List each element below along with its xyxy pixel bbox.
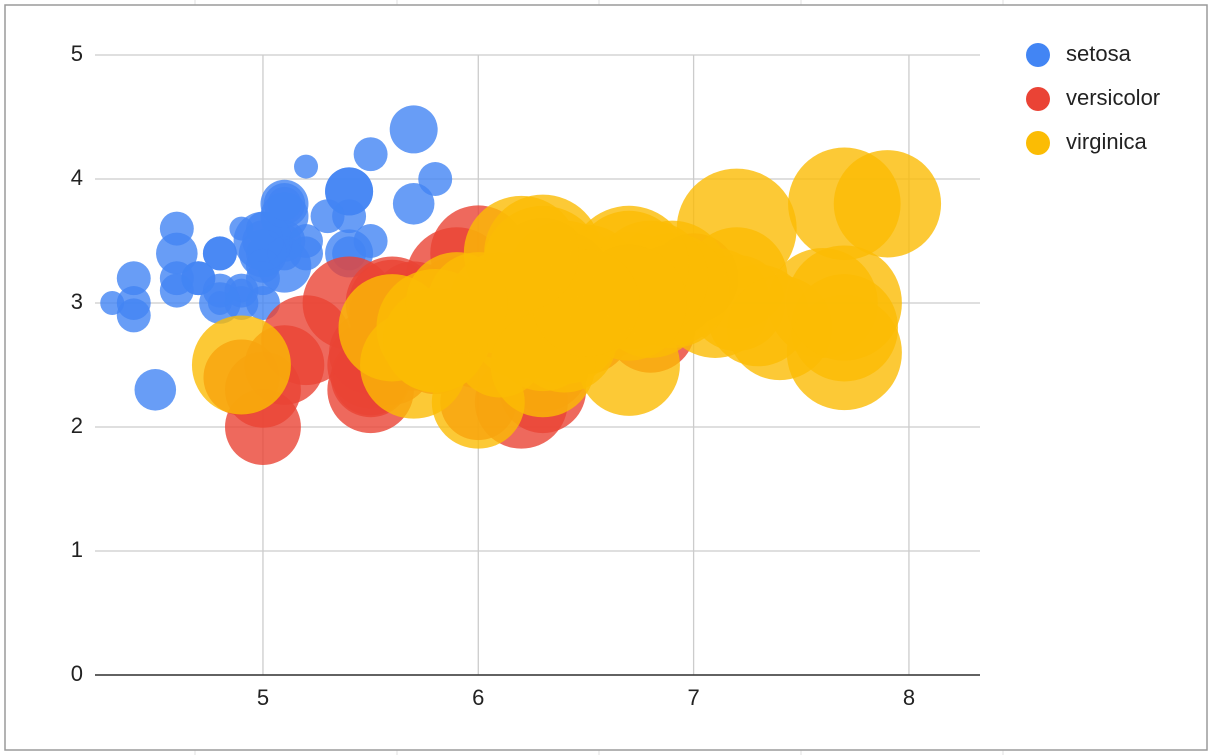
y-tick-label: 0 [71, 661, 83, 686]
bubble [116, 286, 151, 320]
bubble [353, 137, 388, 172]
bubble [418, 162, 453, 196]
x-tick-label: 6 [472, 685, 484, 710]
bubble [833, 150, 942, 258]
legend-label: virginica [1066, 129, 1147, 154]
bubble [389, 105, 438, 154]
bubble [199, 282, 241, 324]
sheet-grid [194, 0, 1004, 755]
y-tick-label: 2 [71, 413, 83, 438]
x-tick-label: 8 [903, 685, 915, 710]
bubble [294, 154, 319, 179]
y-tick-label: 5 [71, 41, 83, 66]
bubble [245, 248, 280, 283]
legend-swatch [1026, 131, 1050, 155]
y-tick-label: 4 [71, 165, 83, 190]
bubble [353, 224, 388, 258]
legend-label: setosa [1066, 41, 1132, 66]
bubble [134, 369, 177, 411]
bubble [156, 232, 198, 275]
bubble [116, 261, 151, 296]
bubble [267, 186, 302, 221]
bubble [159, 211, 194, 246]
y-tick-label: 3 [71, 289, 83, 314]
bubble [786, 245, 902, 361]
bubble [202, 236, 237, 271]
legend-label: versicolor [1066, 85, 1160, 110]
x-tick-label: 5 [257, 685, 269, 710]
x-tick-label: 7 [687, 685, 699, 710]
labels: 0 1 2 3 4 5 5 6 7 8 setosa versicolor virginica [71, 41, 1160, 710]
y-tick-label: 1 [71, 537, 83, 562]
bubble [310, 199, 345, 234]
bubble [392, 183, 435, 225]
bubble [405, 252, 508, 354]
bubble [191, 315, 291, 415]
bubbles [100, 105, 942, 465]
legend-swatch [1026, 43, 1050, 67]
legend-swatch [1026, 87, 1050, 111]
bubble [159, 261, 194, 296]
